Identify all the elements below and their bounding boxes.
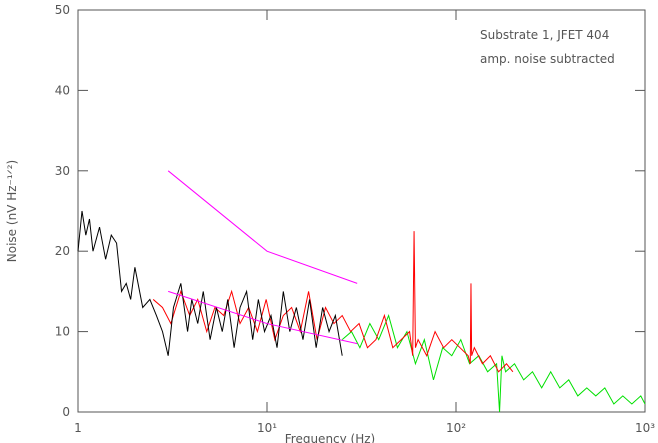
series-line xyxy=(168,290,358,345)
x-tick-label: 1 xyxy=(74,421,82,435)
y-tick-label: 0 xyxy=(62,405,70,419)
x-axis-label: Frequency (Hz) xyxy=(285,432,376,443)
series-line xyxy=(152,231,514,373)
annotation: amp. noise subtracted xyxy=(480,52,615,66)
y-tick-label: 40 xyxy=(55,83,70,97)
x-tick-label: 10² xyxy=(446,421,466,435)
x-tick-label: 10³ xyxy=(635,421,655,435)
y-tick-label: 30 xyxy=(55,164,70,178)
x-tick-label: 10¹ xyxy=(257,421,277,435)
series-line xyxy=(167,170,358,284)
plot-frame xyxy=(77,9,646,413)
series-line xyxy=(77,210,343,356)
annotation: Substrate 1, JFET 404 xyxy=(480,28,609,42)
y-tick-label: 50 xyxy=(55,3,70,17)
y-tick-label: 10 xyxy=(55,325,70,339)
y-tick-label: 20 xyxy=(55,244,70,258)
series-line xyxy=(341,313,646,413)
y-axis-label: Noise (nV Hz⁻¹ᐟ²) xyxy=(5,160,19,262)
